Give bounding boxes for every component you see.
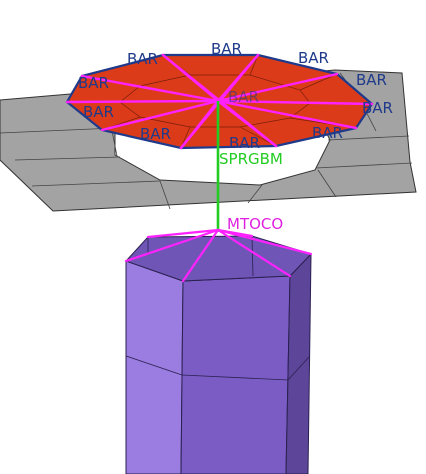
bar-labels: BAR BAR BAR BAR BAR BAR BAR BAR BAR BAR …: [78, 40, 393, 152]
bar-label: BAR: [228, 88, 259, 106]
bar-label: BAR: [229, 134, 260, 152]
column-front-face: [180, 275, 291, 474]
spring-element: SPRGBM: [216, 101, 283, 232]
bar-label: BAR: [356, 71, 387, 89]
bar-label: BAR: [83, 103, 114, 121]
bar-label: BAR: [140, 125, 171, 143]
column-spokes: [124, 228, 313, 283]
spring-label: SPRGBM: [219, 150, 283, 168]
bar-label: BAR: [127, 50, 158, 68]
bar-label: BAR: [78, 74, 109, 92]
column: [125, 235, 312, 474]
column-mid-edges: [125, 355, 310, 381]
mtoco-label: MTOCO: [227, 215, 283, 233]
bar-label: BAR: [312, 124, 343, 142]
column-top-edges: [147, 235, 254, 277]
bar-label: BAR: [298, 49, 329, 67]
disk-spokes: [65, 53, 374, 150]
column-right-face: [285, 252, 312, 474]
bar-label: BAR: [362, 99, 393, 117]
bar-label: BAR: [211, 40, 242, 58]
column-left-face: [125, 260, 184, 474]
